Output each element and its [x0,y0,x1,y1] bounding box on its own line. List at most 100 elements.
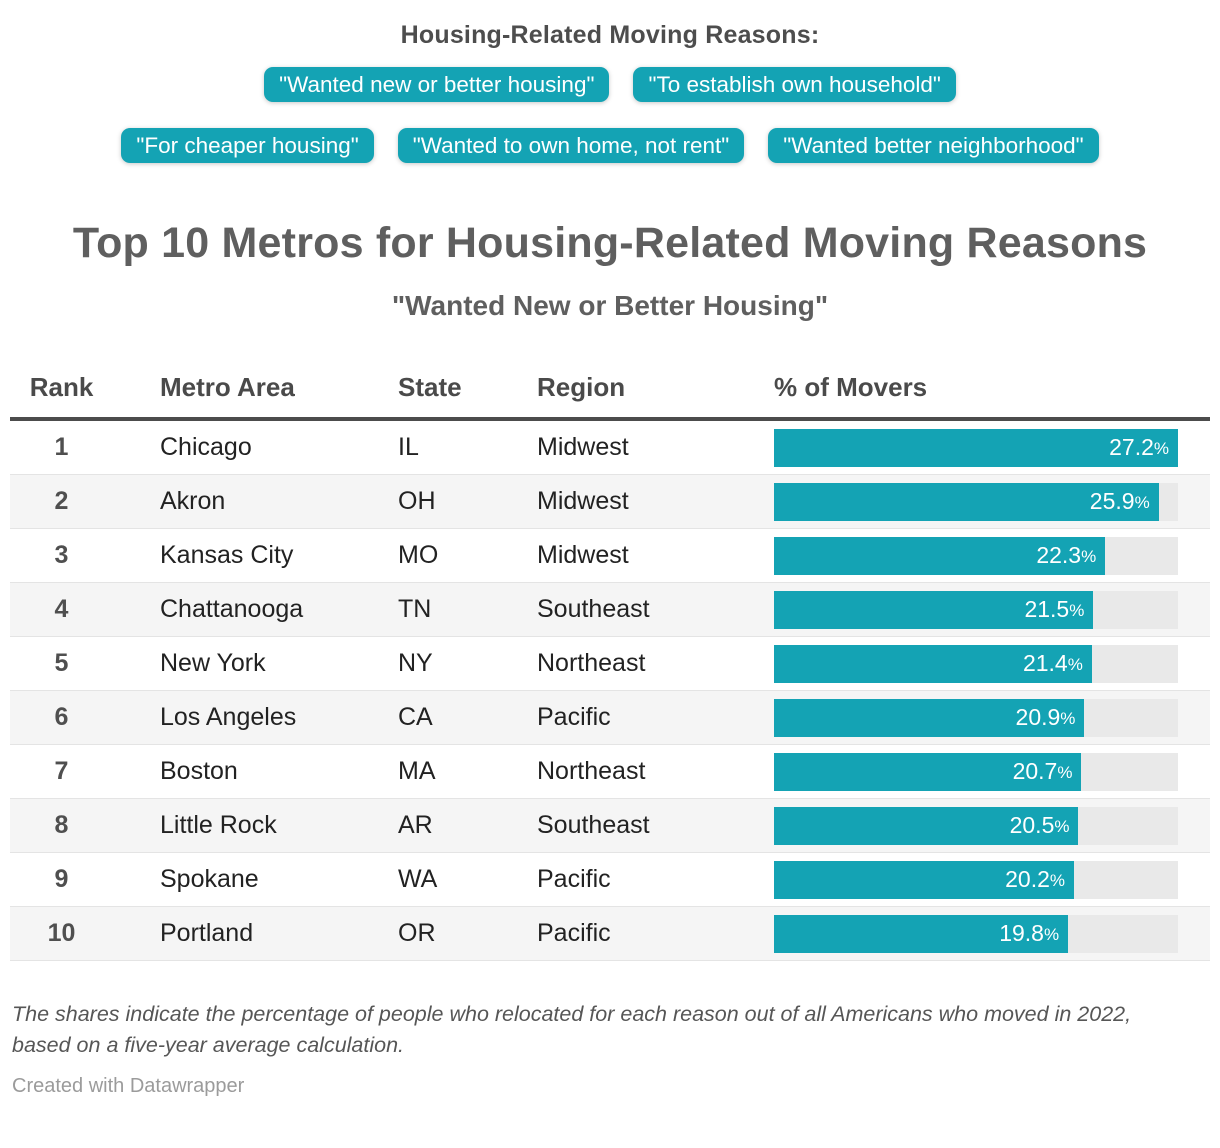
bar-fill: 20.7% [774,752,1082,791]
bar-percent-sign: % [1067,655,1083,674]
reason-pill-wanted-new-or-better-housing[interactable]: "Wanted new or better housing" [264,67,610,102]
pill-row-2: "For cheaper housing" "Wanted to own hom… [0,128,1220,163]
bar-fill: 27.2% [774,428,1178,467]
state-cell: OH [398,487,436,515]
movers-cell: 20.2% [774,860,1210,899]
bar-percent-sign: % [1069,601,1085,620]
bar-value-label: 21.4 [1022,650,1068,676]
state-cell: IL [398,433,419,461]
bar-percent-sign: % [1153,439,1169,458]
metro-cell: Chicago [160,433,252,461]
region-cell: Northeast [537,649,646,677]
table-header-row: Rank Metro Area State Region % of Movers [10,372,1210,421]
table-row: 6 Los Angeles CA Pacific 20.9% [10,691,1210,745]
movers-cell: 20.7% [774,752,1210,791]
metro-cell: Chattanooga [160,595,304,623]
bar-fill: 25.9% [774,482,1159,521]
region-cell: Midwest [537,433,629,461]
legend-heading: Housing-Related Moving Reasons: [400,21,820,49]
state-cell: MA [398,757,436,785]
rank-cell: 8 [54,811,69,839]
bar-value-label: 19.8 [999,920,1044,946]
bar-percent-sign: % [1057,763,1073,782]
column-header-rank: Rank [29,372,94,402]
bar-percent-sign: % [1043,925,1060,944]
bar-percent-sign: % [1081,547,1097,566]
state-cell: CA [398,703,433,731]
table-row: 7 Boston MA Northeast 20.7% [10,745,1210,799]
region-cell: Pacific [537,703,611,731]
rank-cell: 2 [54,487,69,515]
region-cell: Northeast [537,757,646,785]
page-title: Top 10 Metros for Housing-Related Moving… [72,219,1148,267]
column-header-metro: Metro Area [160,372,295,402]
metro-cell: Los Angeles [160,703,297,731]
region-cell: Southeast [537,811,650,839]
bar-value-label: 20.9 [1015,704,1061,730]
rank-cell: 6 [54,703,69,731]
bar-track: 22.3% [774,536,1178,575]
movers-cell: 20.5% [774,806,1210,845]
bar-track: 19.8% [774,914,1178,953]
bar-percent-sign: % [1049,871,1066,890]
table-row: 2 Akron OH Midwest 25.9% [10,475,1210,529]
bar-fill: 21.5% [774,590,1094,629]
metro-cell: Boston [160,757,238,785]
table-row: 9 Spokane WA Pacific 20.2% [10,853,1210,907]
table-row: 1 Chicago IL Midwest 27.2% [10,421,1210,475]
rank-cell: 7 [54,757,69,785]
metro-cell: Little Rock [160,811,277,839]
bar-value-label: 27.2 [1109,434,1154,460]
region-cell: Midwest [537,541,629,569]
bar-value-label: 21.5 [1024,596,1070,622]
movers-cell: 25.9% [774,482,1210,521]
bar-fill: 20.5% [774,806,1079,845]
state-cell: AR [398,811,433,839]
rank-cell: 10 [47,919,76,947]
rank-cell: 5 [54,649,69,677]
bar-value-label: 25.9 [1089,488,1135,514]
movers-cell: 21.4% [774,644,1210,683]
table-row: 4 Chattanooga TN Southeast 21.5% [10,583,1210,637]
reason-pill-to-establish-own-household[interactable]: "To establish own household" [633,67,956,102]
bar-value-label: 22.3 [1036,542,1082,568]
region-cell: Pacific [537,919,611,947]
metro-cell: Spokane [160,865,259,893]
movers-cell: 20.9% [774,698,1210,737]
bar-value-label: 20.5 [1009,812,1055,838]
pill-row-1: "Wanted new or better housing" "To estab… [0,67,1220,102]
bar-track: 21.4% [774,644,1178,683]
rank-cell: 4 [54,595,69,623]
movers-cell: 19.8% [774,914,1210,953]
bar-track: 27.2% [774,428,1178,467]
movers-cell: 22.3% [774,536,1210,575]
bar-fill: 19.8% [774,914,1069,953]
rank-cell: 1 [54,433,69,461]
metro-cell: Akron [160,487,226,515]
bar-track: 20.2% [774,860,1178,899]
state-cell: TN [398,595,432,623]
table-row: 3 Kansas City MO Midwest 22.3% [10,529,1210,583]
state-cell: NY [398,649,433,677]
movers-cell: 21.5% [774,590,1210,629]
bar-fill: 21.4% [774,644,1092,683]
table-row: 5 New York NY Northeast 21.4% [10,637,1210,691]
bar-track: 20.7% [774,752,1178,791]
table-row: 8 Little Rock AR Southeast 20.5% [10,799,1210,853]
reason-pill-wanted-to-own-home[interactable]: "Wanted to own home, not rent" [397,128,745,163]
bar-track: 20.9% [774,698,1178,737]
column-header-region: Region [537,372,626,402]
metro-cell: Portland [160,919,254,947]
bar-track: 21.5% [774,590,1178,629]
footnote: The shares indicate the percentage of pe… [12,1002,1132,1057]
page-subtitle: "Wanted New or Better Housing" [391,290,829,321]
reason-pill-for-cheaper-housing[interactable]: "For cheaper housing" [121,128,374,163]
reason-pill-wanted-better-neighborhood[interactable]: "Wanted better neighborhood" [768,128,1099,163]
table-body: 1 Chicago IL Midwest 27.2% 2 Akron OH Mi… [10,421,1210,961]
state-cell: MO [398,541,439,569]
datawrapper-credit: Created with Datawrapper [12,1075,245,1098]
region-cell: Midwest [537,487,629,515]
bar-value-label: 20.7 [1012,758,1058,784]
region-cell: Southeast [537,595,650,623]
rank-cell: 9 [54,865,69,893]
